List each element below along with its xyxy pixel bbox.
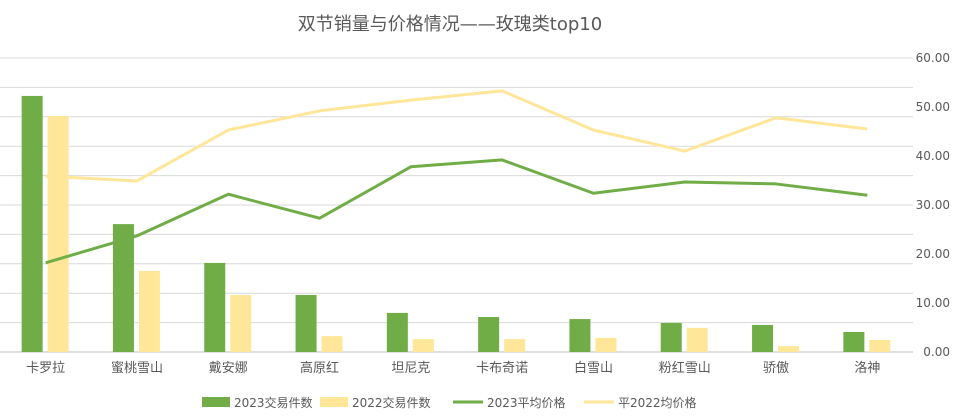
gridlines	[0, 57, 913, 353]
bar-2023	[478, 317, 500, 352]
legend-swatch	[202, 397, 230, 407]
category-label: 骄傲	[763, 361, 789, 376]
bar-2023	[21, 95, 43, 353]
right-axis-ticks: 0.00 10.00 20.00 30.00 40.00 50.00 60.00	[916, 51, 950, 359]
y2-tick-label: 30.00	[916, 198, 950, 212]
line-2023-price	[45, 158, 868, 265]
bar-2023	[752, 324, 774, 352]
y2-tick-label: 10.00	[916, 296, 950, 310]
bar-2022	[686, 327, 708, 352]
y2-tick-label: 50.00	[916, 100, 950, 114]
bar-2022	[321, 336, 343, 352]
category-label: 戴安娜	[209, 361, 248, 376]
bar-2022	[869, 339, 891, 352]
category-label: 洛神	[854, 361, 880, 376]
bar-2023	[660, 322, 682, 352]
chart-title: 双节销量与价格情况——玫瑰类top10	[298, 14, 602, 35]
category-label: 卡布奇诺	[476, 360, 528, 376]
category-label: 白雪山	[574, 360, 613, 376]
bar-2023	[843, 332, 865, 352]
bar-2022	[595, 337, 617, 352]
category-label: 蜜桃雪山	[111, 361, 163, 376]
category-labels: 卡罗拉 蜜桃雪山 戴安娜 高原红 坦尼克 卡布奇诺 白雪山 粉红雪山 骄傲 洛神	[26, 360, 880, 376]
y2-tick-label: 40.00	[916, 149, 950, 163]
y2-tick-label: 20.00	[916, 247, 950, 261]
bar-2022	[138, 270, 160, 352]
bar-2022	[778, 346, 800, 352]
bar-2023	[112, 224, 134, 352]
legend-label: 2023交易件数	[234, 395, 313, 410]
bar-2022	[412, 339, 434, 352]
line-2022-price	[45, 89, 868, 183]
bar-2022	[230, 294, 252, 352]
legend-label: 2022交易件数	[352, 395, 431, 410]
category-label: 卡罗拉	[26, 361, 65, 376]
y2-tick-label: 60.00	[916, 51, 950, 65]
bar-2022	[504, 339, 526, 352]
legend-swatch	[320, 397, 348, 407]
lines	[45, 89, 868, 265]
legend-label: 平2022均价格	[618, 395, 697, 410]
bar-2023	[295, 294, 317, 352]
bar-2023	[569, 319, 591, 352]
category-label: 高原红	[300, 360, 339, 376]
legend: 2023交易件数 2022交易件数 2023平均价格 平2022均价格	[202, 395, 697, 410]
category-label: 粉红雪山	[659, 360, 711, 376]
legend-label: 2023平均价格	[487, 395, 566, 410]
bar-2023	[204, 262, 226, 352]
bars	[21, 95, 891, 353]
bar-2022	[47, 115, 69, 352]
bar-2023	[386, 312, 408, 352]
y2-tick-label: 0.00	[923, 345, 950, 359]
category-label: 坦尼克	[391, 361, 430, 376]
